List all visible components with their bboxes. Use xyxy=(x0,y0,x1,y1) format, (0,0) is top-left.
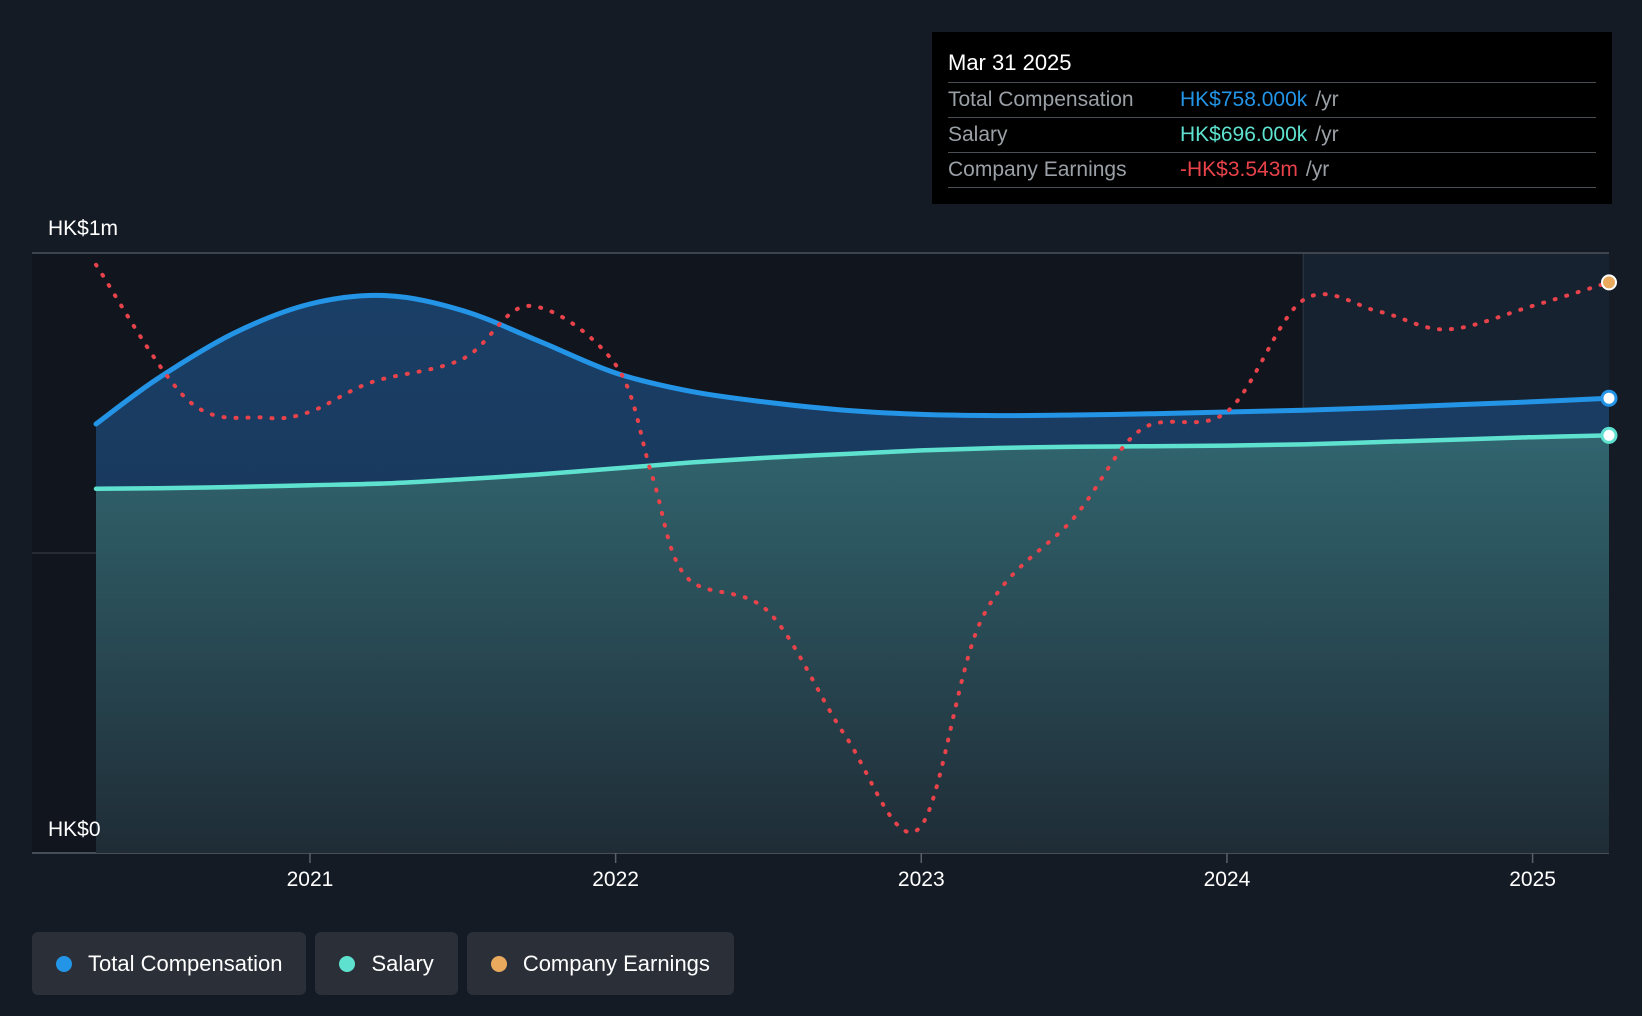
legend-dot-icon xyxy=(339,955,356,972)
line-layer xyxy=(93,262,1612,835)
legend-label: Salary xyxy=(371,950,434,976)
legend-item-company-earnings[interactable]: Company Earnings xyxy=(466,932,734,995)
tooltip-label: Total Compensation xyxy=(948,88,1134,111)
x-tick-label: 2021 xyxy=(287,868,334,891)
x-tick-label: 2023 xyxy=(898,868,945,891)
legend-item-total-compensation[interactable]: Total Compensation xyxy=(32,932,307,995)
tooltip-label: Company Earnings xyxy=(948,158,1127,181)
y-tick-label: HK$1m xyxy=(48,217,118,240)
total-compensation-end-point xyxy=(1600,389,1618,407)
x-tick-label: 2025 xyxy=(1509,868,1556,891)
tooltip-label: Salary xyxy=(948,123,1008,146)
salary-end-point xyxy=(1600,426,1618,444)
salary-line xyxy=(93,433,1612,492)
tooltip-row-company-earnings: Company Earnings -HK$3.543m /yr xyxy=(948,152,1596,188)
tooltip-date: Mar 31 2025 xyxy=(948,50,1072,75)
tooltip-unit: /yr xyxy=(1315,123,1339,146)
tooltip: Mar 31 2025 Total Compensation HK$758.00… xyxy=(932,32,1612,204)
legend: Total Compensation Salary Company Earnin… xyxy=(32,932,734,995)
tooltip-value: HK$758.000k xyxy=(1180,88,1308,111)
tooltip-row-total-compensation: Total Compensation HK$758.000k /yr xyxy=(948,82,1596,117)
company-earnings-end-point xyxy=(1601,274,1617,291)
marker-layer xyxy=(1600,274,1618,444)
total-compensation-line xyxy=(93,292,1612,427)
legend-item-salary[interactable]: Salary xyxy=(315,932,458,995)
company-earnings-line xyxy=(94,262,1611,835)
x-tick-label: 2022 xyxy=(592,868,639,891)
legend-label: Total Compensation xyxy=(88,950,283,976)
tooltip-row-salary: Salary HK$696.000k /yr xyxy=(948,117,1596,152)
x-tick-label: 2024 xyxy=(1204,868,1251,891)
area-layer xyxy=(96,295,1609,854)
tooltip-unit: /yr xyxy=(1315,88,1339,111)
tooltip-value: -HK$3.543m xyxy=(1180,158,1298,181)
label-layer: HK$1m HK$0 2021 2022 2023 2024 2025 xyxy=(48,217,1556,891)
legend-label: Company Earnings xyxy=(522,950,710,976)
salary-area xyxy=(96,435,1609,853)
legend-dot-icon xyxy=(56,955,72,972)
tooltip-unit: /yr xyxy=(1305,158,1330,181)
y-tick-label: HK$0 xyxy=(48,818,101,841)
legend-dot-icon xyxy=(490,955,507,972)
tooltip-value: HK$696.000k xyxy=(1180,123,1308,146)
